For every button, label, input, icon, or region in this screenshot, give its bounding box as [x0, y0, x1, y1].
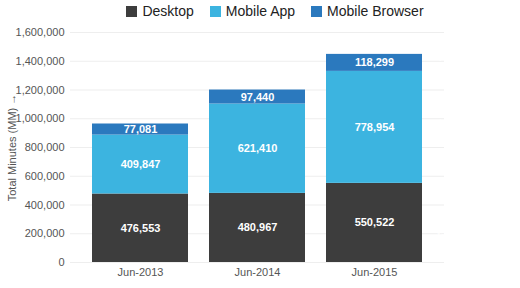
svg-text:1,000,000: 1,000,000: [16, 112, 65, 124]
svg-text:200,000: 200,000: [25, 227, 65, 239]
svg-text:vs. 2013: vs. 2013: [437, 227, 471, 237]
svg-text:480,967: 480,967: [238, 221, 278, 233]
svg-text:0: 0: [58, 256, 64, 268]
svg-text:800,000: 800,000: [25, 141, 65, 153]
svg-text:97,440: 97,440: [241, 91, 275, 103]
svg-text:600,000: 600,000: [25, 170, 65, 182]
svg-text:621,410: 621,410: [238, 142, 278, 154]
svg-text:+90%: +90%: [437, 115, 471, 130]
svg-text:1,400,000: 1,400,000: [16, 55, 65, 67]
svg-text:vs. 2013: vs. 2013: [437, 67, 471, 77]
svg-text:vs. 2013: vs. 2013: [437, 131, 471, 141]
svg-text:Jun-2014: Jun-2014: [235, 266, 281, 278]
svg-text:778,954: 778,954: [355, 121, 396, 133]
svg-text:77,081: 77,081: [124, 123, 158, 135]
html-text:Mobile App: Mobile App: [225, 3, 296, 19]
svg-text:409,847: 409,847: [121, 158, 161, 170]
svg-text:+16%: +16%: [437, 210, 471, 225]
svg-text:1,600,000: 1,600,000: [16, 26, 65, 38]
svg-text:Total Minutes (MM) →: Total Minutes (MM) →: [6, 94, 18, 202]
svg-text:550,522: 550,522: [355, 216, 395, 228]
svg-text:+53%: +53%: [437, 50, 471, 65]
html-text:Desktop: Desktop: [142, 3, 194, 19]
svg-text:Jun-2015: Jun-2015: [352, 266, 398, 278]
svg-text:476,553: 476,553: [121, 222, 161, 234]
html-text:Mobile Browser: Mobile Browser: [327, 3, 424, 19]
svg-text:118,299: 118,299: [355, 56, 394, 68]
svg-text:1,200,000: 1,200,000: [16, 84, 65, 96]
svg-text:Jun-2013: Jun-2013: [118, 266, 164, 278]
svg-text:400,000: 400,000: [25, 199, 65, 211]
